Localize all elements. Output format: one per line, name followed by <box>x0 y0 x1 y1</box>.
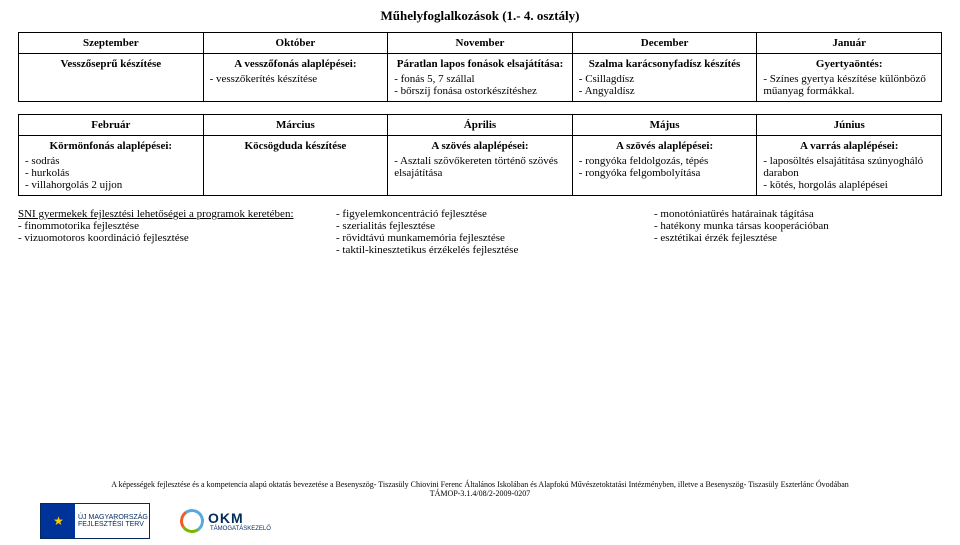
cell-head: Körmönfonás alaplépései: <box>25 140 197 152</box>
okm-text: OKM <box>208 510 244 526</box>
t2-header: Április <box>388 115 573 136</box>
t1-header: Január <box>757 33 942 54</box>
cell-head: A szövés alaplépései: <box>579 140 751 152</box>
sni-col-3: - monotóniatűrés határainak tágítása- ha… <box>654 208 942 256</box>
schedule-table-2: Február Március Április Május Június Kör… <box>18 114 942 196</box>
cell-head: A szövés alaplépései: <box>394 140 566 152</box>
umft-line-1: ÚJ MAGYARORSZÁG <box>78 514 149 521</box>
t1-header: November <box>388 33 573 54</box>
t2-cell: A szövés alaplépései: - Asztali szövőkere… <box>388 136 573 196</box>
cell-head: Vesszőseprű készítése <box>25 58 197 70</box>
okm-ring-icon <box>178 507 206 535</box>
t2-header: Február <box>19 115 204 136</box>
footer-logos: ★ ÚJ MAGYARORSZÁG FEJLESZTÉSI TERV OKM T… <box>0 503 960 539</box>
cell-body: - Színes gyertya készítése különböző műa… <box>763 73 935 97</box>
t2-header: Június <box>757 115 942 136</box>
t2-header: Május <box>572 115 757 136</box>
t1-header: Szeptember <box>19 33 204 54</box>
t1-cell: Páratlan lapos fonások elsajátítása: - fo… <box>388 54 573 102</box>
footer-line-1: A képességek fejlesztése és a kompetenci… <box>0 480 960 490</box>
footer-text: A képességek fejlesztése és a kompetenci… <box>0 480 960 499</box>
cell-head: Köcsögduda készítése <box>210 140 382 152</box>
cell-head: A vesszőfonás alaplépései: <box>210 58 382 70</box>
t2-cell: Körmönfonás alaplépései: - sodrás- hurkol… <box>19 136 204 196</box>
page-title: Műhelyfoglalkozások (1.- 4. osztály) <box>18 8 942 24</box>
umft-line-2: FEJLESZTÉSI TERV <box>78 521 149 528</box>
umft-logo: ★ ÚJ MAGYARORSZÁG FEJLESZTÉSI TERV <box>40 503 150 539</box>
t1-cell: A vesszőfonás alaplépései: - vesszőkeríté… <box>203 54 388 102</box>
cell-body: - vesszőkerítés készítése <box>210 73 382 85</box>
sni-section: SNI gyermekek fejlesztési lehetőségei a … <box>18 208 942 256</box>
t2-header: Március <box>203 115 388 136</box>
t2-cell: Köcsögduda készítése <box>203 136 388 196</box>
cell-body: - rongyóka feldolgozás, tépés- rongyóka … <box>579 155 751 179</box>
sni-body: - monotóniatűrés határainak tágítása- ha… <box>654 208 829 244</box>
t1-cell: Gyertyaöntés: - Színes gyertya készítése … <box>757 54 942 102</box>
sni-heading: SNI gyermekek fejlesztési lehetőségei a … <box>18 208 294 220</box>
t2-cell: A varrás alaplépései: - laposöltés elsajá… <box>757 136 942 196</box>
umft-text: ÚJ MAGYARORSZÁG FEJLESZTÉSI TERV <box>75 504 149 538</box>
okm-sub: TÁMOGATÁSKEZELŐ <box>210 526 271 532</box>
t1-header: December <box>572 33 757 54</box>
eu-stars-icon: ★ <box>53 514 63 529</box>
sni-col-2: - figyelemkoncentráció fejlesztése- szer… <box>336 208 624 256</box>
cell-body: - laposöltés elsajátítása szúnyogháló da… <box>763 155 935 191</box>
cell-body: - Asztali szövőkereten történő szövés el… <box>394 155 566 179</box>
cell-body: - Csillagdísz- Angyaldísz <box>579 73 751 97</box>
t1-cell: Szalma karácsonyfadísz készítés - Csillag… <box>572 54 757 102</box>
cell-body: - sodrás- hurkolás- villahorgolás 2 ujjo… <box>25 155 197 191</box>
eu-flag-icon: ★ <box>41 504 75 538</box>
cell-head: A varrás alaplépései: <box>763 140 935 152</box>
t1-header: Október <box>203 33 388 54</box>
cell-body: - fonás 5, 7 szállal- bőrszíj fonása ost… <box>394 73 566 97</box>
t1-cell: Vesszőseprű készítése <box>19 54 204 102</box>
schedule-table-1: Szeptember Október November December Jan… <box>18 32 942 102</box>
cell-head: Szalma karácsonyfadísz készítés <box>579 58 751 70</box>
okm-logo: OKM TÁMOGATÁSKEZELŐ <box>180 509 271 533</box>
cell-head: Páratlan lapos fonások elsajátítása: <box>394 58 566 70</box>
cell-head: Gyertyaöntés: <box>763 58 935 70</box>
sni-body: - finommotorika fejlesztése- vizuomotoro… <box>18 220 189 244</box>
footer: A képességek fejlesztése és a kompetenci… <box>0 480 960 539</box>
footer-line-2: TÁMOP-3.1.4/08/2-2009-0207 <box>0 489 960 499</box>
sni-col-1: SNI gyermekek fejlesztési lehetőségei a … <box>18 208 306 256</box>
sni-body: - figyelemkoncentráció fejlesztése- szer… <box>336 208 518 256</box>
t2-cell: A szövés alaplépései: - rongyóka feldolgo… <box>572 136 757 196</box>
